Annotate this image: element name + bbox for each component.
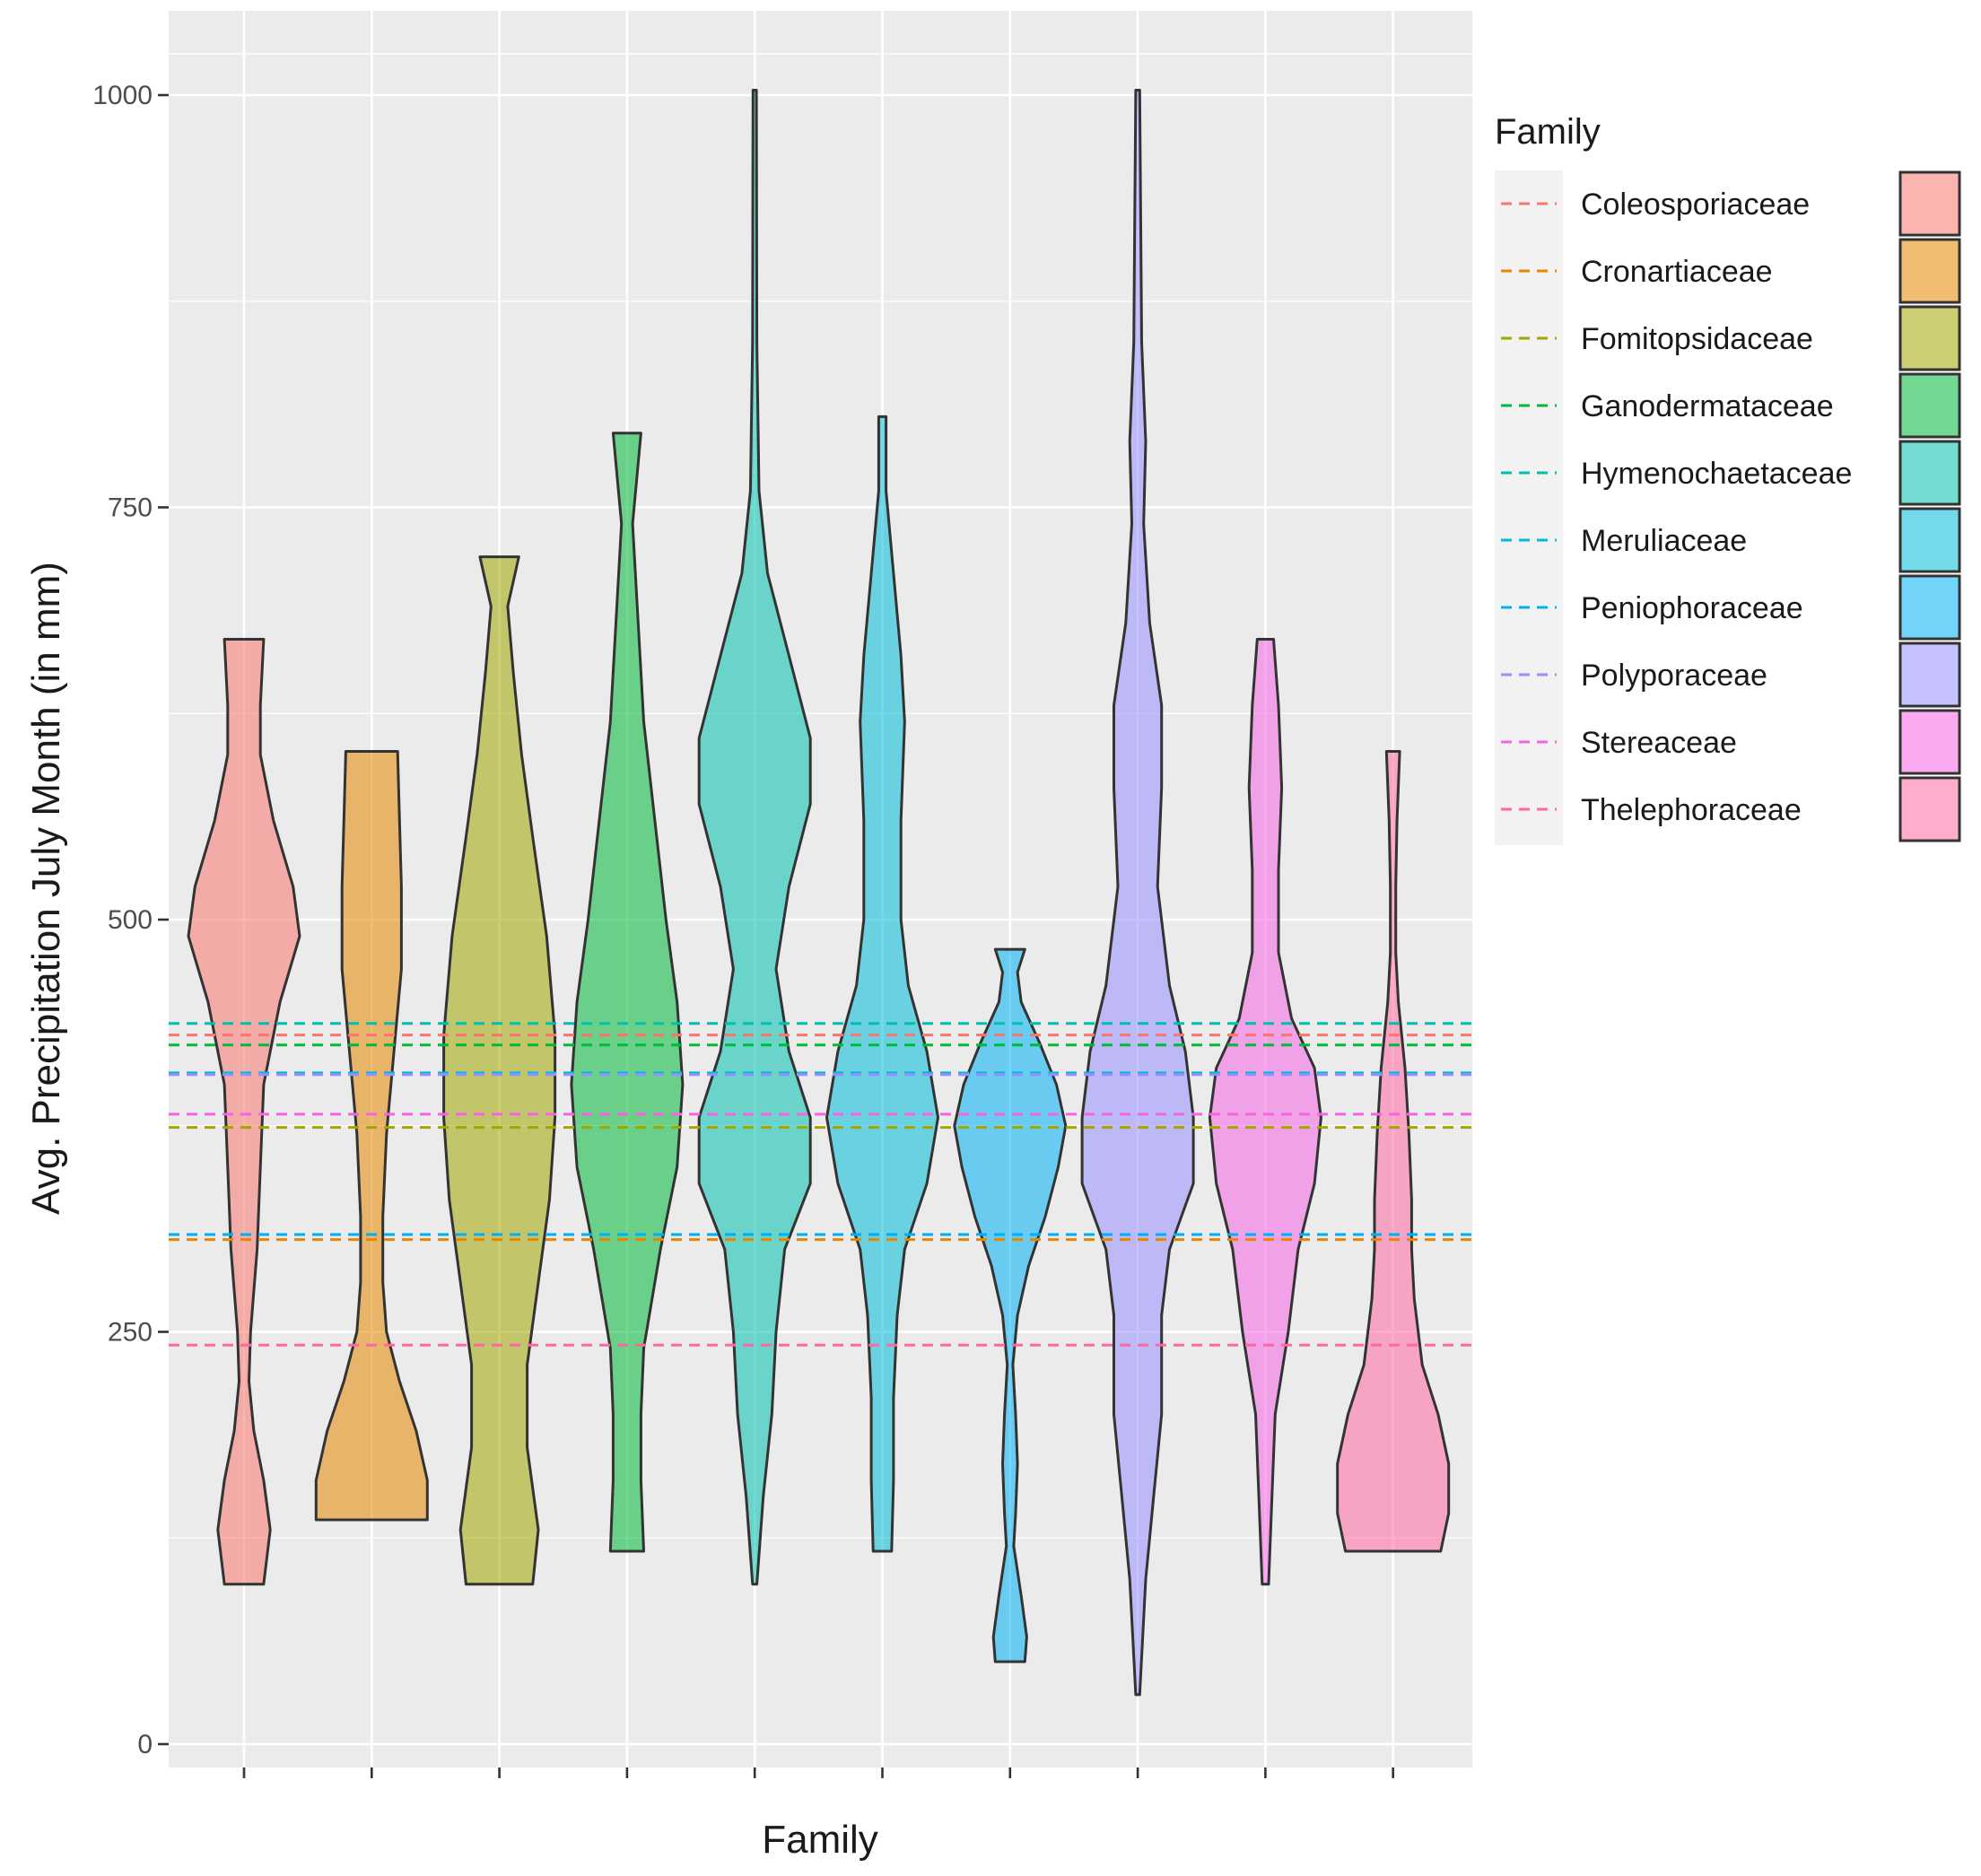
legend: Family Coleosporiaceae Cronartiaceae Fomit…: [1495, 112, 1961, 845]
y-axis-title: Avg. Precipitation July Month (in mm): [24, 562, 68, 1215]
legend-label: Meruliaceae: [1581, 524, 1747, 558]
violin-ganodermataceae: [570, 432, 685, 1553]
legend-label: Fomitopsidaceae: [1581, 322, 1813, 356]
violin-coleosporiaceae: [187, 638, 301, 1586]
legend-label: Peniophoraceae: [1581, 591, 1803, 625]
violin-hymenochaetaceae: [697, 89, 812, 1586]
violin-stereaceae: [1208, 638, 1322, 1586]
violin-cronartiaceae: [314, 750, 429, 1522]
legend-key-background: [1495, 170, 1563, 845]
legend-label: Thelephoraceae: [1581, 793, 1802, 827]
legend-label: Stereaceae: [1581, 726, 1737, 760]
axes: 0 250 500 750 1000: [92, 81, 1394, 1778]
legend-label: Hymenochaetaceae: [1581, 457, 1852, 491]
legend-title: Family: [1495, 112, 1601, 152]
y-tick-label: 0: [137, 1730, 153, 1759]
mean-lines: [169, 1022, 1472, 1347]
legend-fill-key: [1898, 507, 1961, 573]
legend-label: Ganodermataceae: [1581, 389, 1834, 423]
y-tick-label: 1000: [92, 81, 153, 110]
violin-polyporaceae: [1080, 89, 1195, 1697]
legend-fill-key: [1898, 574, 1961, 641]
legend-fill-key: [1898, 641, 1961, 708]
legend-items: Coleosporiaceae Cronartiaceae Fomitopsidac…: [1501, 170, 1961, 842]
violin-meruliaceae: [825, 414, 939, 1553]
legend-fill-key: [1898, 305, 1961, 371]
legend-label: Coleosporiaceae: [1581, 188, 1810, 222]
legend-fill-key: [1898, 238, 1961, 304]
y-tick-label: 250: [108, 1318, 153, 1348]
violin-thelephoraceae: [1336, 750, 1451, 1553]
legend-fill-key: [1898, 170, 1961, 237]
legend-fill-key: [1898, 709, 1961, 775]
legend-label: Polyporaceae: [1581, 659, 1767, 693]
violin-fomitopsidaceae: [442, 555, 557, 1586]
legend-label: Cronartiaceae: [1581, 255, 1773, 289]
legend-fill-key: [1898, 776, 1961, 842]
y-tick-label: 500: [108, 905, 153, 935]
violins: [187, 89, 1451, 1697]
x-axis-title: Family: [762, 1818, 878, 1862]
legend-fill-key: [1898, 372, 1961, 439]
legend-fill-key: [1898, 440, 1961, 506]
y-tick-label: 750: [108, 493, 153, 523]
